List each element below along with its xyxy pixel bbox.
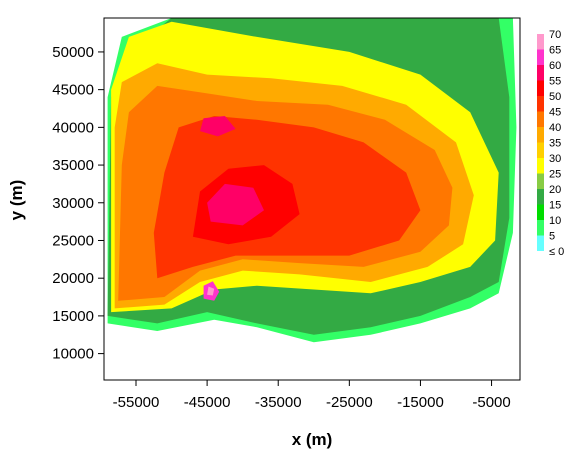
reflectivity-region-60 xyxy=(200,116,236,137)
x-tick-label: -15000 xyxy=(397,394,444,411)
colorbar-swatch xyxy=(537,111,544,127)
y-axis: 10000 15000 20000 25000 30000 35000 40000 45000… xyxy=(52,44,104,363)
y-tick-label: 20000 xyxy=(52,270,94,287)
x-axis-label: x (m) xyxy=(292,430,333,449)
colorbar-label: 20 xyxy=(549,184,561,196)
colorbar-swatch xyxy=(537,96,544,112)
colorbar-swatch xyxy=(537,189,544,205)
colorbar-swatch xyxy=(537,173,544,189)
colorbar-label: ≤ 0 xyxy=(549,246,564,258)
y-tick-label: 40000 xyxy=(52,119,94,136)
reflectivity-region-70 xyxy=(207,286,215,296)
y-tick-label: 10000 xyxy=(52,346,94,363)
y-tick-label: 45000 xyxy=(52,82,94,99)
colorbar-label: 25 xyxy=(549,169,561,181)
colorbar-swatch xyxy=(537,65,544,81)
colorbar-swatch xyxy=(537,158,544,174)
colorbar-label: 50 xyxy=(549,91,561,103)
colorbar-label: 70 xyxy=(549,29,561,41)
colorbar-swatch xyxy=(537,80,544,96)
color-legend: 70 65 60 55 50 45 40 35 30 25 20 15 10 5 ≤ 0 xyxy=(537,29,564,258)
colorbar-swatch xyxy=(537,34,544,50)
x-tick-label: -35000 xyxy=(255,394,302,411)
y-tick-label: 30000 xyxy=(52,195,94,212)
colorbar-label: 55 xyxy=(549,76,561,88)
colorbar-label: 45 xyxy=(549,107,561,119)
colorbar-swatch xyxy=(537,49,544,65)
colorbar-label: 35 xyxy=(549,138,561,150)
colorbar-label: 30 xyxy=(549,153,561,165)
colorbar-label: 65 xyxy=(549,45,561,57)
reflectivity-region-60 xyxy=(207,183,264,226)
y-tick-label: 50000 xyxy=(52,44,94,61)
x-tick-label: -25000 xyxy=(326,394,373,411)
plot-frame xyxy=(103,17,521,381)
x-tick-label: -5000 xyxy=(472,394,510,411)
y-tick-label: 35000 xyxy=(52,157,94,174)
colorbar-swatch xyxy=(537,220,544,236)
x-tick-label: -45000 xyxy=(184,394,231,411)
colorbar-swatch xyxy=(537,142,544,158)
x-axis: -55000 -45000 -35000 -25000 -15000 -5000 xyxy=(113,380,511,411)
colorbar-label: 5 xyxy=(549,231,555,243)
colorbar-swatch xyxy=(537,204,544,220)
colorbar-swatch xyxy=(537,127,544,143)
colorbar-label: 10 xyxy=(549,215,561,227)
reflectivity-fill-layer xyxy=(107,18,517,343)
y-tick-label: 15000 xyxy=(52,308,94,325)
x-tick-label: -55000 xyxy=(113,394,160,411)
colorbar-label: 40 xyxy=(549,122,561,134)
colorbar-label: 60 xyxy=(549,60,561,72)
colorbar-label: 15 xyxy=(549,200,561,212)
colorbar-swatch xyxy=(537,235,544,251)
y-tick-label: 25000 xyxy=(52,232,94,249)
y-axis-label: y (m) xyxy=(7,180,26,221)
